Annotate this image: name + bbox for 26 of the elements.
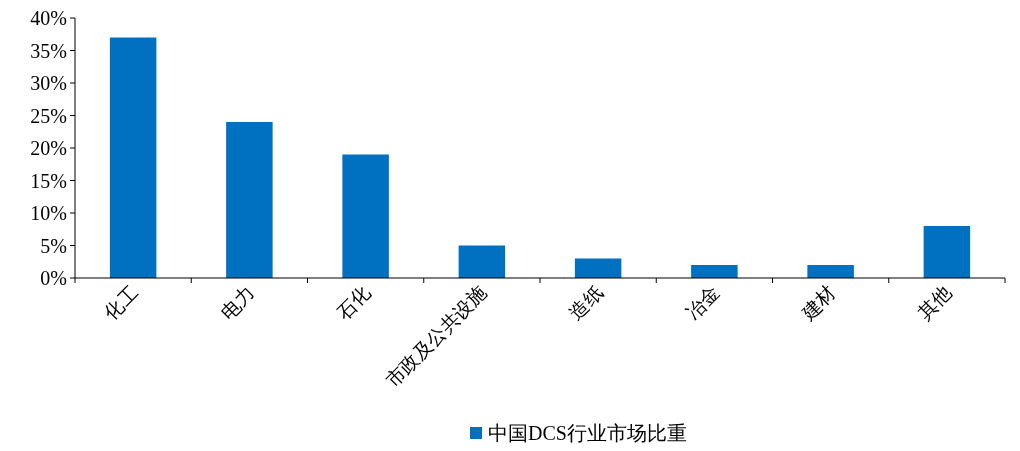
y-tick-label: 35% (30, 39, 67, 62)
y-tick-label: 15% (30, 169, 67, 192)
x-tick-label: 造纸 (565, 281, 607, 324)
x-tick-label: 石化 (332, 281, 375, 324)
x-tick-label: 建材 (797, 281, 840, 325)
x-tick-label: 化工 (100, 281, 142, 324)
x-tick-label: 冶金 (681, 281, 724, 324)
y-tick-label: 5% (40, 234, 67, 257)
bar (923, 226, 971, 278)
bar (226, 122, 273, 278)
y-tick-label: 20% (30, 137, 67, 159)
bar (458, 245, 506, 278)
y-tick-label: 25% (30, 104, 67, 127)
bar (691, 265, 738, 278)
x-tick-label: 电力 (216, 281, 259, 324)
bar (342, 154, 389, 278)
y-tick-label: 0% (40, 267, 67, 289)
bar (574, 258, 622, 278)
legend-label: 中国DCS行业市场比重 (488, 422, 687, 444)
bar (807, 265, 854, 278)
x-tick-label: 市政及公共设施 (381, 281, 491, 391)
y-tick-label: 40% (30, 7, 67, 29)
x-tick-label: 其他 (913, 281, 956, 324)
y-tick-label: 30% (30, 72, 67, 94)
y-tick-label: 10% (30, 202, 67, 224)
bar (109, 37, 157, 278)
